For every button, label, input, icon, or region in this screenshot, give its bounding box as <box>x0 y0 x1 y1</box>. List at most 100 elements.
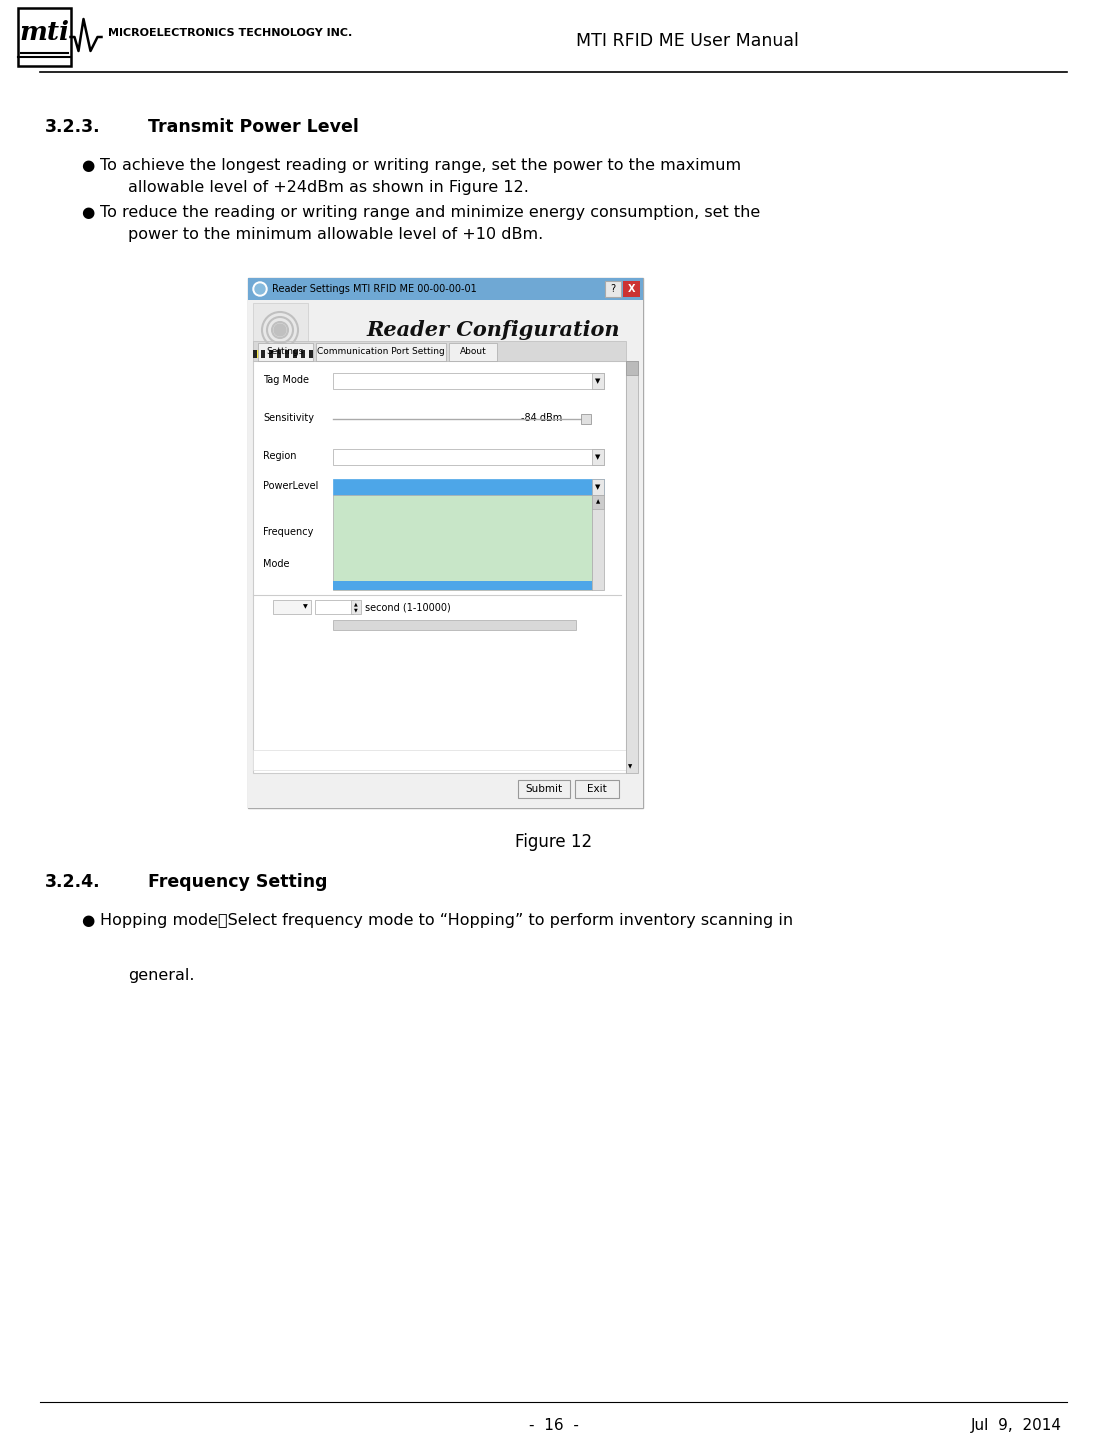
Text: 21: 21 <box>337 553 348 562</box>
Bar <box>261 350 265 358</box>
Text: 17: 17 <box>337 514 348 525</box>
Bar <box>315 342 446 361</box>
Text: Settings: Settings <box>267 347 304 357</box>
Bar <box>293 350 297 358</box>
Text: Frequency Setting: Frequency Setting <box>148 873 328 892</box>
Text: Reader Settings MTI RFID ME 00-00-00-01: Reader Settings MTI RFID ME 00-00-00-01 <box>272 285 477 293</box>
Text: second (1-10000): second (1-10000) <box>365 603 451 613</box>
Bar <box>518 780 570 798</box>
Circle shape <box>254 282 267 296</box>
Bar <box>592 496 604 509</box>
Text: About: About <box>459 347 486 357</box>
Bar <box>254 361 625 773</box>
Text: general.: general. <box>128 968 195 983</box>
Circle shape <box>275 324 286 337</box>
Text: Jul  9,  2014: Jul 9, 2014 <box>971 1418 1062 1433</box>
Text: 18: 18 <box>337 525 348 533</box>
Text: Exit: Exit <box>587 785 607 793</box>
Bar <box>248 301 643 808</box>
Text: PowerLevel: PowerLevel <box>263 481 319 491</box>
Bar <box>625 361 638 773</box>
Bar <box>333 620 576 630</box>
Text: ▼: ▼ <box>628 764 632 770</box>
Text: Hopping mode：Select frequency mode to “Hopping” to perform inventory scanning in: Hopping mode：Select frequency mode to “H… <box>100 913 793 928</box>
Text: 23: 23 <box>337 572 348 581</box>
Text: mti: mti <box>19 20 70 45</box>
Bar <box>592 449 604 465</box>
Text: 22: 22 <box>337 562 348 572</box>
Text: ▼: ▼ <box>596 454 601 460</box>
Text: dBm: dBm <box>536 481 558 491</box>
Bar <box>315 600 353 614</box>
Bar <box>248 277 643 301</box>
Text: 0 s: 0 s <box>541 621 556 631</box>
Bar <box>258 342 313 361</box>
Text: ●: ● <box>82 158 94 173</box>
Bar <box>254 750 625 770</box>
Text: power to the minimum allowable level of +10 dBm.: power to the minimum allowable level of … <box>128 227 544 241</box>
Bar <box>575 780 619 798</box>
Text: Gen2: Gen2 <box>337 376 362 384</box>
Bar <box>333 373 604 389</box>
Text: -  16  -: - 16 - <box>528 1418 579 1433</box>
Text: X: X <box>629 285 635 293</box>
Text: MTI RFID ME User Manual: MTI RFID ME User Manual <box>576 32 798 51</box>
Text: 3.2.3.: 3.2.3. <box>45 118 101 136</box>
Bar <box>309 350 313 358</box>
Text: 24: 24 <box>337 481 351 491</box>
Bar <box>284 350 289 358</box>
Text: MICROELECTRONICS TECHNOLOGY INC.: MICROELECTRONICS TECHNOLOGY INC. <box>108 27 352 38</box>
Text: 24: 24 <box>337 581 349 591</box>
Text: Communication Port Setting: Communication Port Setting <box>317 347 445 357</box>
Text: Region: Region <box>263 451 297 461</box>
Circle shape <box>255 285 265 293</box>
Text: ▼: ▼ <box>354 607 358 613</box>
Bar <box>592 496 604 590</box>
Text: Sensitivity: Sensitivity <box>263 413 314 423</box>
Text: 3.2.4.: 3.2.4. <box>45 873 101 892</box>
Bar <box>625 361 638 376</box>
Text: United States / Canada: United States / Canada <box>337 451 448 461</box>
Text: Figure 12: Figure 12 <box>515 832 592 851</box>
Bar <box>333 478 604 496</box>
Bar <box>449 342 497 361</box>
Text: 10: 10 <box>319 603 331 613</box>
Text: Frequency: Frequency <box>263 527 313 538</box>
Text: Transmit Power Level: Transmit Power Level <box>148 118 359 136</box>
Text: 20: 20 <box>337 543 348 552</box>
Text: ▼: ▼ <box>596 379 601 384</box>
Text: ●: ● <box>82 205 94 220</box>
Text: Tag Mode: Tag Mode <box>263 376 309 384</box>
Bar <box>333 581 592 590</box>
Text: allowable level of +24dBm as shown in Figure 12.: allowable level of +24dBm as shown in Fi… <box>128 181 529 195</box>
Bar <box>581 415 591 423</box>
Text: 19: 19 <box>337 535 348 543</box>
Text: ?: ? <box>610 285 615 293</box>
Text: ▲: ▲ <box>354 601 358 607</box>
Bar <box>623 280 640 298</box>
Bar <box>592 373 604 389</box>
Bar <box>333 449 604 465</box>
Bar <box>254 341 625 361</box>
Bar <box>269 350 273 358</box>
Bar <box>18 9 71 66</box>
Bar <box>254 303 308 358</box>
Bar <box>301 350 306 358</box>
Text: 16: 16 <box>337 506 348 514</box>
Bar <box>248 277 643 808</box>
Bar <box>592 478 604 496</box>
Text: -84 dBm: -84 dBm <box>521 413 562 423</box>
Text: To achieve the longest reading or writing range, set the power to the maximum: To achieve the longest reading or writin… <box>100 158 741 173</box>
Text: ▼: ▼ <box>302 604 308 610</box>
Text: Submit: Submit <box>526 785 562 793</box>
Bar <box>254 350 308 358</box>
Text: CW: CW <box>275 603 291 613</box>
Text: ▼: ▼ <box>596 484 601 490</box>
Bar <box>606 280 621 298</box>
Bar <box>273 600 311 614</box>
Text: To reduce the reading or writing range and minimize energy consumption, set the: To reduce the reading or writing range a… <box>100 205 761 220</box>
Text: ●: ● <box>82 913 94 928</box>
Bar <box>254 350 257 358</box>
Text: Mode: Mode <box>263 559 290 569</box>
Text: Reader Configuration: Reader Configuration <box>366 319 620 340</box>
